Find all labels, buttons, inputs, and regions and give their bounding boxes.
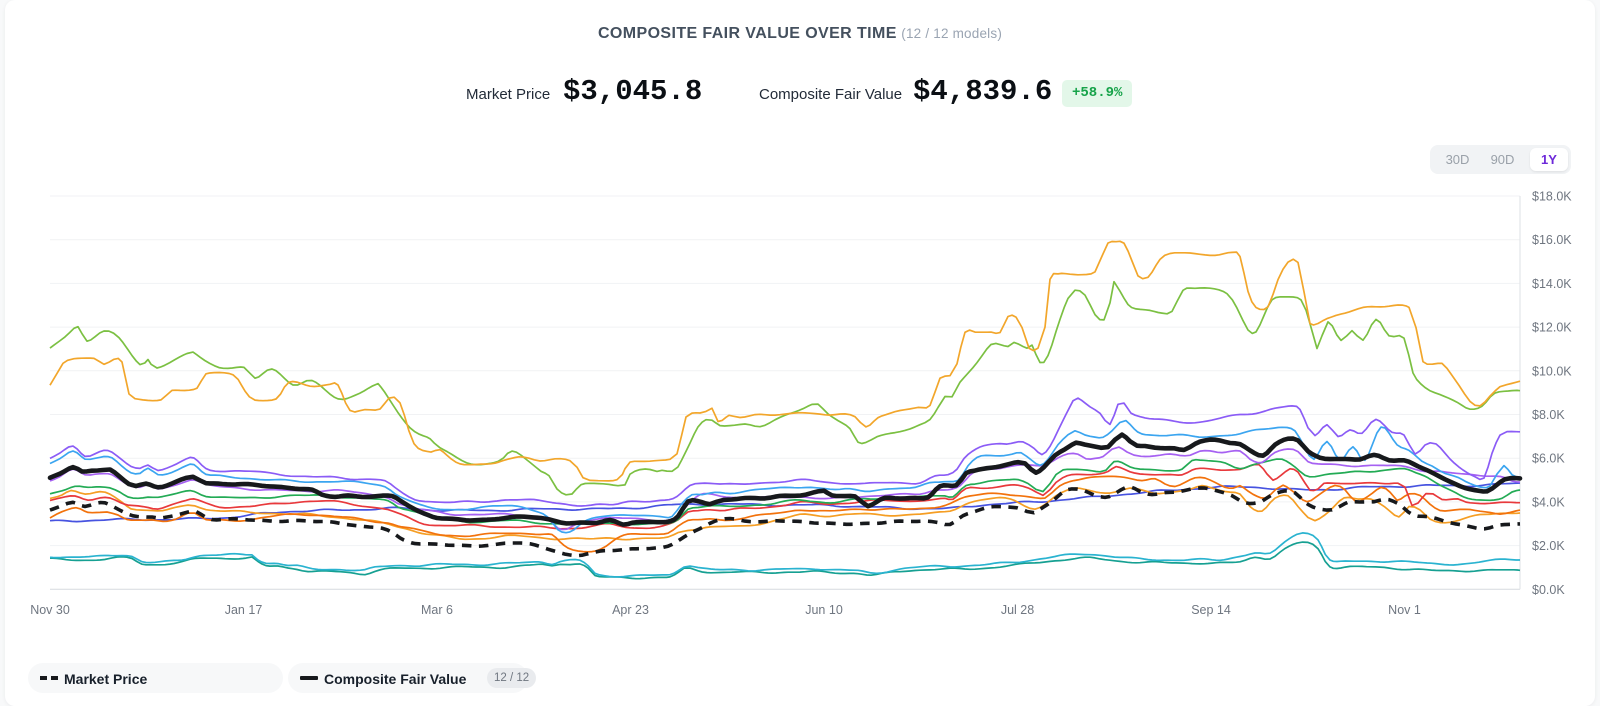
svg-text:$12.0K: $12.0K (1532, 321, 1572, 335)
svg-text:Mar 6: Mar 6 (421, 603, 453, 617)
svg-text:Jul 28: Jul 28 (1001, 603, 1034, 617)
svg-text:$14.0K: $14.0K (1532, 277, 1572, 291)
svg-text:$18.0K: $18.0K (1532, 190, 1572, 204)
svg-text:$0.0K: $0.0K (1532, 583, 1565, 597)
svg-text:Apr 23: Apr 23 (612, 603, 649, 617)
svg-text:$2.0K: $2.0K (1532, 539, 1565, 553)
svg-text:Nov 1: Nov 1 (1388, 603, 1421, 617)
svg-text:$6.0K: $6.0K (1532, 452, 1565, 466)
svg-text:Jun 10: Jun 10 (805, 603, 843, 617)
svg-text:Sep 14: Sep 14 (1191, 603, 1231, 617)
svg-text:$4.0K: $4.0K (1532, 495, 1565, 509)
svg-text:$16.0K: $16.0K (1532, 233, 1572, 247)
svg-text:$10.0K: $10.0K (1532, 364, 1572, 378)
svg-text:Jan 17: Jan 17 (225, 603, 263, 617)
svg-text:$8.0K: $8.0K (1532, 408, 1565, 422)
svg-text:Nov 30: Nov 30 (30, 603, 70, 617)
